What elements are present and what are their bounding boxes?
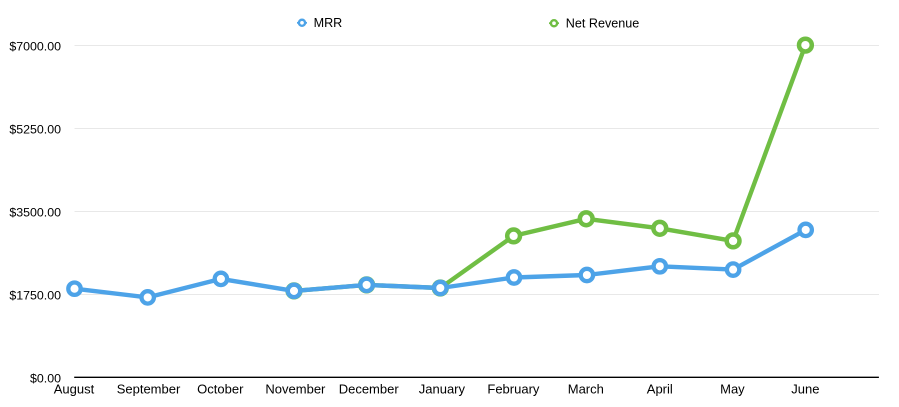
svg-text:MRR: MRR [314,16,343,30]
svg-text:March: March [568,382,604,397]
svg-text:February: February [487,382,540,397]
svg-text:August: August [54,382,95,397]
svg-text:September: September [117,382,181,397]
svg-text:$3500.00: $3500.00 [9,206,61,220]
svg-text:Net Revenue: Net Revenue [566,17,640,31]
svg-text:$7000.00: $7000.00 [9,40,61,54]
svg-text:October: October [197,382,244,397]
svg-text:$1750.00: $1750.00 [9,288,61,302]
svg-text:$5250.00: $5250.00 [9,123,61,137]
svg-text:November: November [265,382,326,397]
svg-text:December: December [339,382,400,397]
svg-text:June: June [791,382,819,397]
svg-text:$0.00: $0.00 [30,371,61,385]
svg-text:January: January [419,382,466,397]
svg-text:May: May [720,382,745,397]
svg-text:April: April [647,382,673,397]
